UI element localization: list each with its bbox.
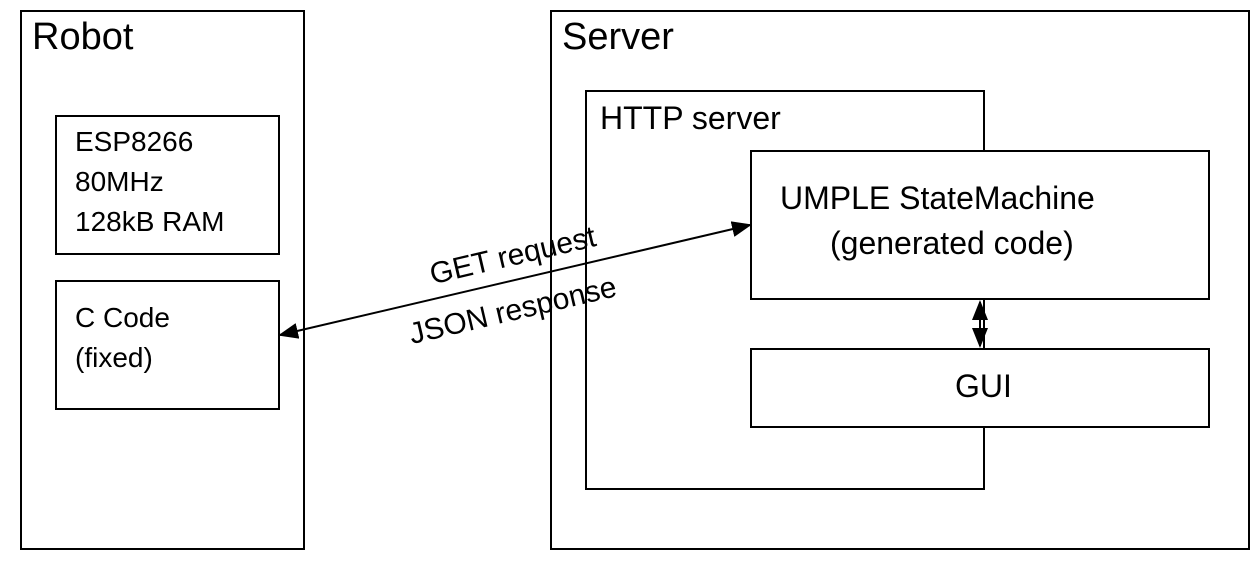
esp-line-0: ESP8266 (75, 126, 193, 158)
esp-line-2: 128kB RAM (75, 206, 224, 238)
umple-line-1: (generated code) (830, 225, 1074, 262)
robot-title: Robot (32, 16, 133, 59)
ccode-line-1: (fixed) (75, 342, 153, 374)
ccode-line-0: C Code (75, 302, 170, 334)
gui-line-0: GUI (955, 368, 1012, 405)
server-title: Server (562, 16, 674, 59)
umple-line-0: UMPLE StateMachine (780, 180, 1095, 217)
esp-line-1: 80MHz (75, 166, 164, 198)
http-title: HTTP server (600, 100, 781, 137)
